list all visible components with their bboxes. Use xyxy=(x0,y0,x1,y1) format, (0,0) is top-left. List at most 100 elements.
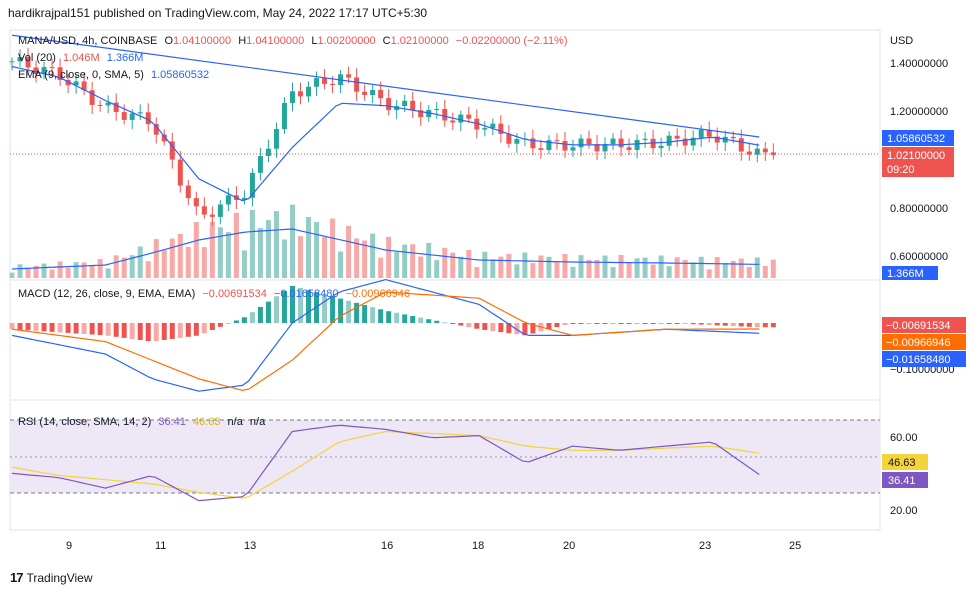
low-value: 1.00200000 xyxy=(317,35,376,47)
candle-body xyxy=(73,81,79,86)
rsi-na-2: n/a xyxy=(249,416,266,428)
macd-hist-bar xyxy=(674,323,680,324)
macd-hist-bar xyxy=(137,323,143,341)
volume-bar xyxy=(129,255,135,278)
macd-hist-bar xyxy=(201,323,207,334)
volume-bar xyxy=(49,269,55,278)
macd-signal-value: −0.00966946 xyxy=(345,288,411,300)
candle-body xyxy=(241,197,247,200)
volume-bar xyxy=(113,255,119,278)
volume-bar xyxy=(410,244,416,278)
candle-body xyxy=(217,204,223,217)
macd-hist-bar xyxy=(506,323,512,334)
ema-label: EMA (9, close, 0, SMA, 5) xyxy=(18,69,144,81)
volume-bar xyxy=(81,262,87,278)
macd-hist-bar xyxy=(434,320,440,323)
candle-body xyxy=(570,147,576,151)
svg-text:36.41: 36.41 xyxy=(888,475,916,487)
candle-body xyxy=(249,172,255,198)
candle-body xyxy=(730,136,736,139)
high-value: 1.04100000 xyxy=(246,35,305,47)
volume-bar xyxy=(586,259,592,278)
macd-hist-bar xyxy=(578,323,584,324)
volume-bar xyxy=(506,253,512,278)
volume-bar xyxy=(466,249,472,278)
volume-bar xyxy=(602,255,608,278)
volume-bar xyxy=(394,251,400,278)
macd-line-value: −0.01658480 xyxy=(273,288,339,300)
macd-hist-bar xyxy=(690,323,696,325)
volume-bar xyxy=(562,253,568,278)
candle-body xyxy=(9,61,15,63)
macd-hist-bar xyxy=(474,323,480,329)
svg-text:46.63: 46.63 xyxy=(888,457,916,469)
x-tick: 20 xyxy=(563,540,575,552)
candle-body xyxy=(265,148,271,156)
candle-body xyxy=(674,135,680,139)
candle-body xyxy=(690,137,696,146)
macd-legend: MACD (12, 26, close, 9, EMA, EMA) −0.006… xyxy=(18,288,414,300)
volume-bar xyxy=(17,264,23,278)
volume-bar xyxy=(169,238,175,278)
x-tick: 23 xyxy=(699,540,711,552)
volume-bar xyxy=(538,255,544,278)
macd-hist-bar xyxy=(105,323,111,336)
volume-bar xyxy=(225,232,231,278)
macd-hist-bar xyxy=(650,323,656,324)
candle-body xyxy=(410,100,416,111)
candle-body xyxy=(129,113,135,120)
volume-bar xyxy=(738,258,744,278)
price-tick: 1.40000000 xyxy=(890,58,948,70)
candle-body xyxy=(698,129,704,138)
macd-hist-bar xyxy=(161,323,167,340)
volume-bar xyxy=(41,263,47,278)
candle-body xyxy=(562,140,568,151)
macd-hist-bar xyxy=(185,323,191,337)
macd-hist-bar xyxy=(354,302,360,323)
candle-body xyxy=(257,155,263,173)
candle-body xyxy=(610,138,616,144)
candle-body xyxy=(442,109,448,121)
candle-body xyxy=(65,79,71,86)
svg-text:−0.00966946: −0.00966946 xyxy=(886,337,951,349)
volume-bar xyxy=(578,255,584,278)
svg-text:1.02100000: 1.02100000 xyxy=(887,150,945,162)
volume-bar xyxy=(265,220,271,278)
indicator-lines xyxy=(11,34,760,502)
candle-body xyxy=(330,83,336,85)
candle-body xyxy=(209,214,215,217)
volume-bar xyxy=(522,252,528,278)
volume-bar xyxy=(233,212,239,278)
volume-bar xyxy=(490,259,496,278)
volume-bar xyxy=(498,256,504,278)
volume-bar xyxy=(105,268,111,278)
candle-body xyxy=(634,139,640,150)
candle-body xyxy=(378,89,384,99)
macd-hist-bar xyxy=(17,323,23,330)
macd-hist-bar xyxy=(682,323,688,324)
volume-bar xyxy=(306,216,312,278)
volume-bar xyxy=(714,257,720,278)
volume-bar xyxy=(482,251,488,278)
macd-hist-bar xyxy=(241,317,247,323)
macd-hist-bar xyxy=(249,312,255,323)
macd-hist-bar xyxy=(570,323,576,324)
volume-bar xyxy=(281,239,287,278)
candle-body xyxy=(145,112,151,125)
volume-bar xyxy=(674,257,680,278)
candle-body xyxy=(546,140,552,150)
macd-hist-bar xyxy=(442,322,448,324)
volume-bar xyxy=(706,269,712,278)
volume-bar xyxy=(642,257,648,278)
macd-hist-bar xyxy=(225,323,231,324)
volume-bar xyxy=(722,262,728,278)
volume-bar xyxy=(298,236,304,278)
volume-bar xyxy=(161,250,167,278)
candle-body xyxy=(434,109,440,111)
low-label: L xyxy=(311,35,318,47)
candle-body xyxy=(594,144,600,152)
candles xyxy=(9,47,776,226)
trendline xyxy=(11,34,760,138)
publisher-line: hardikrajpal151 published on TradingView… xyxy=(8,6,428,20)
